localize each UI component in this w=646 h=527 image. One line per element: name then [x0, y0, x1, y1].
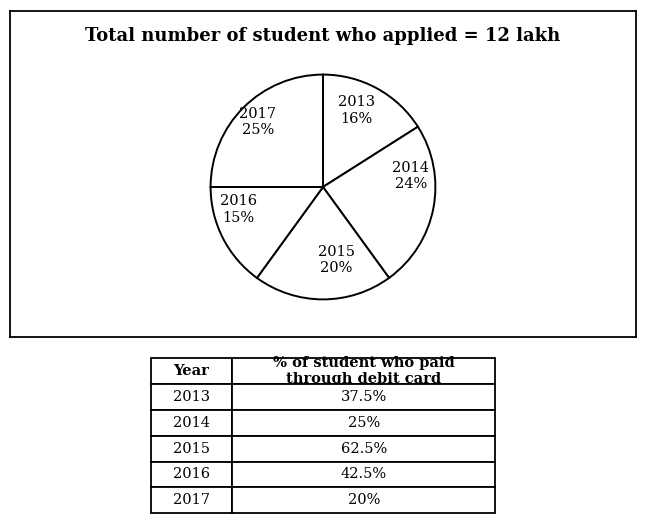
Text: Total number of student who applied = 12 lakh: Total number of student who applied = 12…	[85, 27, 561, 45]
